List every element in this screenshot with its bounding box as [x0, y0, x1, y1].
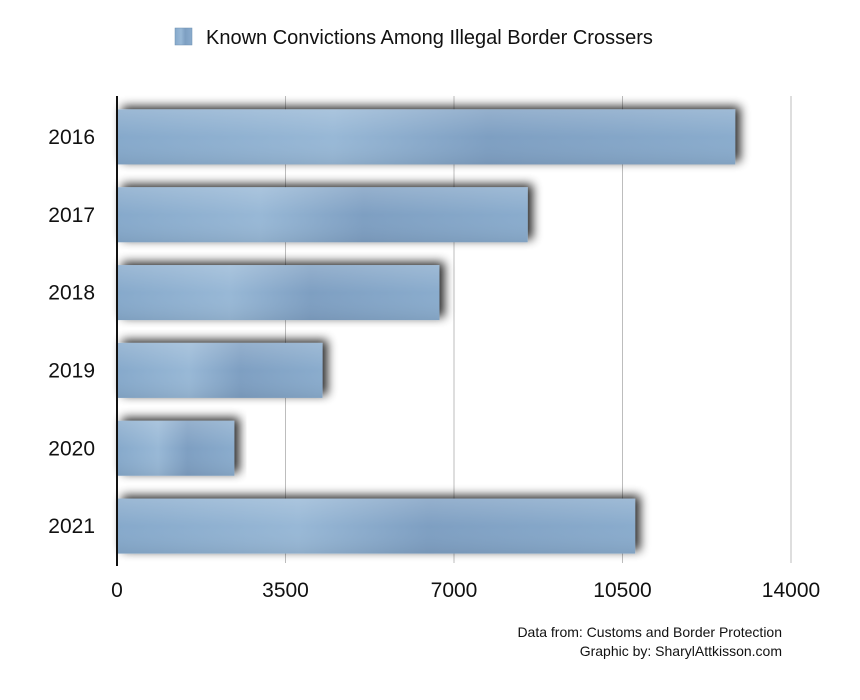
bar	[117, 420, 235, 476]
legend-label: Known Convictions Among Illegal Border C…	[206, 27, 653, 49]
gridlines	[285, 96, 792, 563]
bar	[117, 342, 323, 398]
x-tick-label: 7000	[431, 579, 478, 602]
x-tick-label: 0	[111, 579, 123, 602]
bar-sheen	[117, 109, 736, 165]
bar	[117, 265, 440, 321]
x-tick-label: 10500	[593, 579, 651, 602]
bar-sheen	[117, 342, 323, 398]
y-tick-labels: 2016 2017 2018 2019 2020 2021	[48, 126, 95, 538]
legend-swatch	[174, 27, 193, 46]
x-tick-label: 3500	[262, 579, 309, 602]
y-tick-label: 2021	[48, 515, 95, 538]
bar-sheen	[117, 420, 235, 476]
bar	[117, 109, 736, 165]
x-tick-label: 14000	[762, 579, 820, 602]
bars	[117, 109, 736, 554]
bar	[117, 498, 636, 554]
x-tick-labels: 0 3500 7000 10500 14000	[111, 579, 820, 602]
bar-sheen	[117, 265, 440, 321]
bar	[117, 187, 528, 243]
y-tick-label: 2017	[48, 204, 95, 227]
y-tick-label: 2019	[48, 359, 95, 382]
legend: Known Convictions Among Illegal Border C…	[174, 27, 653, 49]
bar-sheen	[117, 498, 636, 554]
bar-sheen	[117, 187, 528, 243]
y-tick-label: 2018	[48, 282, 95, 305]
graphic-credit: Graphic by: SharylAttkisson.com	[579, 643, 782, 659]
y-tick-label: 2016	[48, 126, 95, 149]
y-tick-label: 2020	[48, 437, 95, 460]
data-source-note: Data from: Customs and Border Protection	[517, 624, 782, 640]
